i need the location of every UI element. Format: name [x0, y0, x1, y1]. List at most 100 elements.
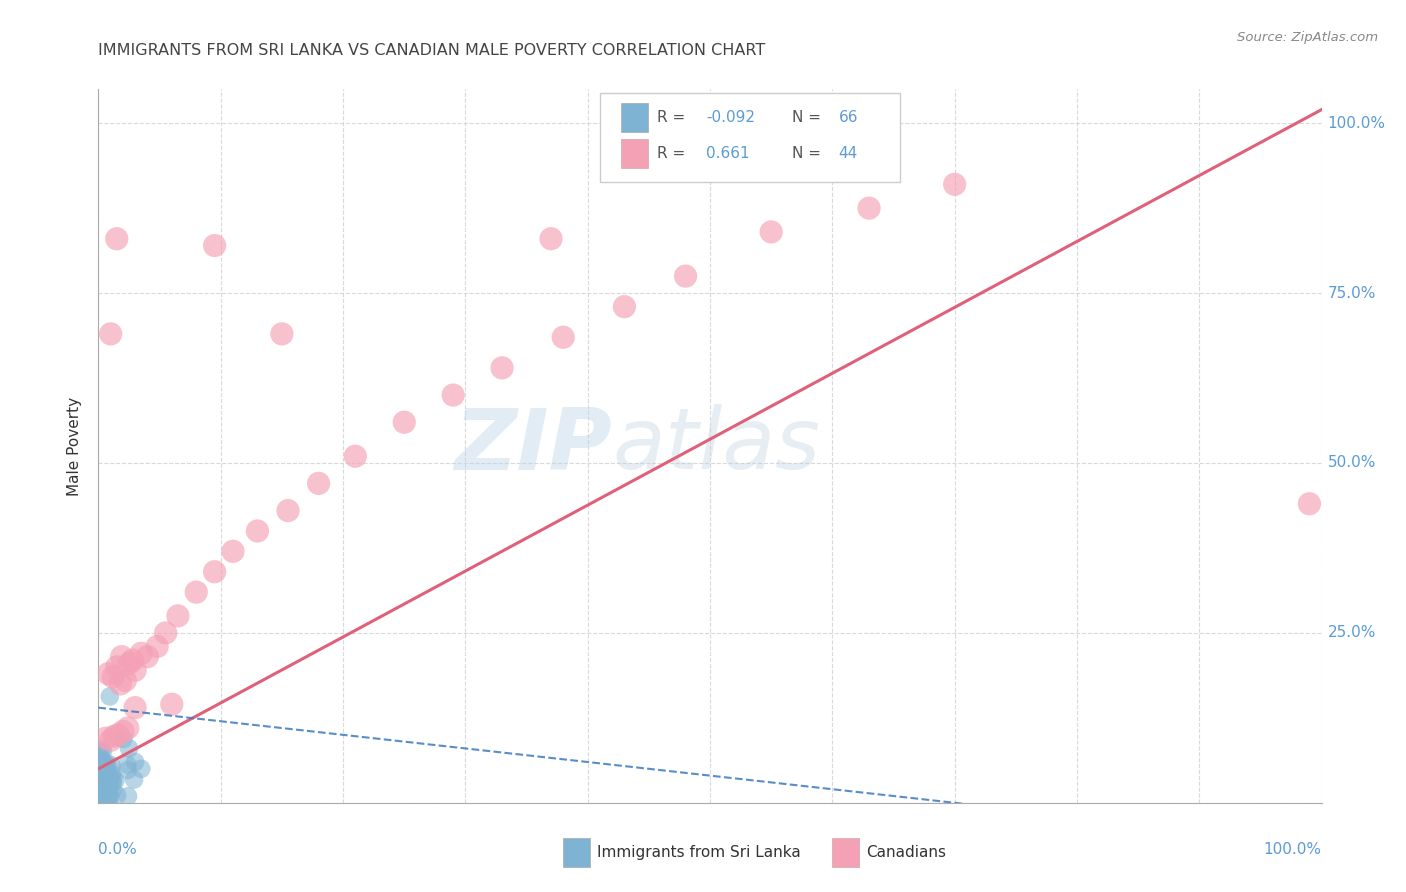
Point — [146, 640, 169, 654]
Text: 44: 44 — [838, 146, 858, 161]
Text: 100.0%: 100.0% — [1264, 842, 1322, 857]
Point — [91, 779, 114, 793]
Point — [124, 663, 146, 677]
Point — [100, 733, 122, 747]
Point — [124, 700, 146, 714]
Point — [96, 794, 118, 808]
Point — [111, 724, 134, 739]
Point — [90, 756, 112, 771]
Point — [121, 653, 143, 667]
FancyBboxPatch shape — [832, 838, 859, 867]
Text: 0.661: 0.661 — [706, 146, 749, 161]
Point — [107, 728, 129, 742]
Point — [93, 780, 115, 795]
Point — [97, 666, 120, 681]
Text: 50.0%: 50.0% — [1327, 456, 1376, 470]
Point — [675, 269, 697, 284]
Point — [89, 775, 111, 789]
Point — [97, 759, 120, 773]
Point — [90, 787, 112, 801]
Point — [94, 731, 117, 746]
FancyBboxPatch shape — [620, 103, 648, 132]
FancyBboxPatch shape — [620, 139, 648, 168]
Point — [87, 791, 110, 805]
Point — [122, 772, 145, 787]
Point — [94, 756, 117, 770]
FancyBboxPatch shape — [564, 838, 591, 867]
Point — [160, 698, 183, 712]
Point — [943, 178, 966, 192]
Point — [104, 773, 127, 788]
Point — [101, 767, 124, 781]
Text: 75.0%: 75.0% — [1327, 285, 1376, 301]
Point — [111, 649, 134, 664]
Point — [87, 743, 110, 757]
Point — [90, 779, 112, 793]
Point — [101, 670, 124, 684]
Point — [101, 772, 124, 787]
Text: R =: R = — [658, 111, 690, 125]
Point — [89, 774, 111, 789]
Text: N =: N = — [792, 146, 825, 161]
Point — [98, 787, 121, 801]
Point — [392, 415, 416, 429]
FancyBboxPatch shape — [600, 93, 900, 182]
Point — [97, 789, 120, 804]
Point — [117, 789, 139, 804]
Point — [103, 729, 125, 743]
Point — [186, 585, 208, 599]
Text: 100.0%: 100.0% — [1327, 116, 1386, 131]
Point — [117, 763, 139, 777]
Point — [100, 326, 122, 341]
Point — [1298, 497, 1320, 511]
Point — [90, 767, 112, 781]
Point — [491, 360, 513, 375]
Point — [117, 757, 139, 772]
Point — [90, 764, 112, 778]
Point — [110, 677, 132, 691]
Point — [98, 791, 121, 805]
Point — [90, 770, 112, 784]
Point — [97, 791, 120, 805]
Point — [98, 690, 121, 704]
Point — [100, 758, 122, 772]
Point — [90, 789, 112, 804]
Point — [155, 626, 177, 640]
Point — [90, 744, 112, 758]
Point — [553, 330, 575, 344]
Y-axis label: Male Poverty: Male Poverty — [67, 396, 83, 496]
Point — [97, 776, 120, 790]
Text: 66: 66 — [838, 111, 858, 125]
Point — [90, 765, 112, 780]
Point — [344, 449, 367, 463]
Point — [93, 784, 115, 798]
Point — [90, 759, 112, 773]
Point — [93, 782, 115, 797]
Text: ZIP: ZIP — [454, 404, 612, 488]
Point — [100, 769, 122, 783]
Point — [89, 774, 111, 789]
Point — [90, 771, 112, 785]
Point — [858, 201, 880, 215]
Point — [136, 649, 159, 664]
Point — [101, 782, 124, 797]
Text: 25.0%: 25.0% — [1327, 625, 1376, 640]
Point — [105, 660, 128, 674]
Text: atlas: atlas — [612, 404, 820, 488]
Text: -0.092: -0.092 — [706, 111, 755, 125]
Point — [246, 524, 269, 538]
Point — [91, 789, 114, 803]
Point — [94, 789, 117, 803]
Point — [91, 744, 114, 758]
Point — [89, 777, 111, 791]
Point — [129, 646, 152, 660]
Point — [89, 775, 111, 789]
Point — [96, 761, 118, 775]
Point — [270, 326, 294, 341]
Point — [540, 232, 562, 246]
Point — [105, 232, 128, 246]
Point — [93, 756, 115, 770]
Point — [101, 775, 124, 789]
Point — [91, 779, 114, 793]
Point — [204, 565, 226, 579]
